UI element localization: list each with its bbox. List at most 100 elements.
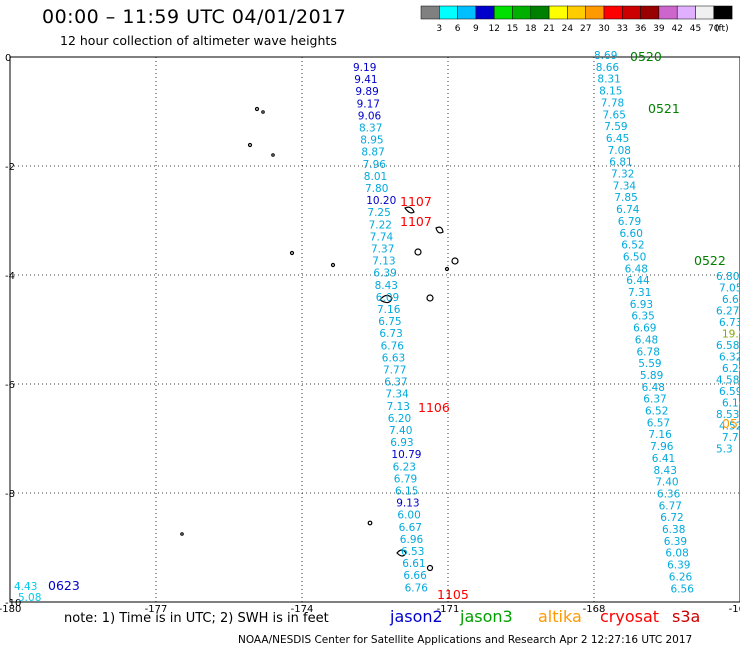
y-tick-label: -10 <box>5 598 21 609</box>
swh-value: 8.01 <box>364 171 387 183</box>
axis-ticks: -180 -177 -174 -171 -168 -165 0 -2 -4 -6 -8 -10 <box>0 53 740 615</box>
swh-value: 6.61 <box>402 558 425 570</box>
swh-value: 6.74 <box>616 204 640 216</box>
scale-label: 70 <box>708 24 720 34</box>
scale-swatch <box>493 5 513 20</box>
swh-value: 6.39 <box>373 268 396 280</box>
scale-label: 18 <box>525 24 537 34</box>
swh-value: 9.41 <box>354 74 377 86</box>
credit-line: NOAA/NESDIS Center for Satellite Applica… <box>238 634 693 646</box>
y-tick-label: -8 <box>5 489 15 500</box>
swh-value: 8.15 <box>599 86 622 98</box>
swh-value: 7.77 <box>383 365 406 377</box>
swh-value: 6.48 <box>635 334 658 346</box>
swh-value: 9.13 <box>396 498 419 510</box>
swh-value: 7.13 <box>372 256 395 268</box>
swh-value: 9.89 <box>355 86 378 98</box>
color-scale: 3 6 9 12 15 18 21 24 27 30 33 36 39 42 45 70(ft) <box>420 5 733 34</box>
swh-value: 9.06 <box>358 110 382 122</box>
swh-value: 6.59 <box>719 386 740 398</box>
x-tick-label: -177 <box>145 604 168 615</box>
scale-swatch <box>475 5 495 20</box>
pass-id-label: 1106 <box>418 400 450 415</box>
swh-value: 6.93 <box>630 299 653 311</box>
swh-value: 9.19 <box>353 62 376 74</box>
swh-value: 6.48 <box>642 382 665 394</box>
swh-value: 6.15 <box>395 486 418 498</box>
swh-value: 7.22 <box>369 219 392 231</box>
scale-label: 36 <box>635 24 647 34</box>
swh-value: 6.57 <box>647 417 670 429</box>
swh-value: 6.52 <box>621 240 644 252</box>
swh-value: 6.77 <box>659 500 682 512</box>
swh-value: 8.43 <box>654 465 677 477</box>
page-title: 00:00 – 11:59 UTC 04/01/2017 <box>42 6 347 28</box>
x-tick-label: -180 <box>0 604 21 615</box>
legend-altika: altika <box>538 607 582 626</box>
swh-value: 7.34 <box>385 389 409 401</box>
swh-value: 6.50 <box>623 251 646 263</box>
swh-value: 6.69 <box>633 323 656 335</box>
swh-value: 7.05 <box>719 283 740 295</box>
swh-value: 6.27 <box>716 306 739 318</box>
swh-value: 8.66 <box>596 62 620 74</box>
swh-value: 6.96 <box>400 534 424 546</box>
swh-value: 10.79 <box>391 449 421 461</box>
swh-value: 6.23 <box>393 461 416 473</box>
x-tick-label: -174 <box>291 604 314 615</box>
swh-value: 19.96 <box>722 329 740 341</box>
swh-value: 4.43 <box>14 581 37 593</box>
scale-swatch <box>713 5 733 20</box>
scale-label: 12 <box>488 24 499 34</box>
swh-value: 6.37 <box>384 377 407 389</box>
swh-value: 6.39 <box>667 560 690 572</box>
y-tick-label: 0 <box>5 53 11 64</box>
pass-id-label: 1107 <box>400 214 432 229</box>
swh-value: 7.40 <box>389 425 412 437</box>
swh-value: 6.72 <box>660 512 683 524</box>
scale-swatch <box>585 5 605 20</box>
scale-swatch <box>567 5 586 20</box>
scale-label: 33 <box>617 24 628 34</box>
scale-swatch <box>512 5 532 20</box>
swh-value: 7.13 <box>387 401 410 413</box>
swh-value: 6.39 <box>664 536 687 548</box>
map-frame <box>9 56 740 603</box>
graticule <box>10 57 740 602</box>
swh-value: 6.14 <box>722 398 740 410</box>
swh-value: 5.08 <box>18 592 41 604</box>
swh-value: 8.37 <box>359 123 382 135</box>
x-tick-label: -168 <box>583 604 606 615</box>
swh-value: 5.89 <box>640 370 663 382</box>
swh-value: 7.32 <box>611 169 634 181</box>
swh-value: 6.75 <box>378 316 401 328</box>
swh-value: 8.31 <box>597 74 620 86</box>
swh-value: 7.08 <box>608 145 631 157</box>
pass-id-label: 0521 <box>648 101 680 116</box>
swh-value: 6.81 <box>609 157 632 169</box>
swh-value: 8.43 <box>375 280 398 292</box>
swh-value: 8.87 <box>361 147 384 159</box>
units-note: note: 1) Time is in UTC; 2) SWH is in fe… <box>64 611 329 626</box>
swh-value: 8.95 <box>360 135 383 147</box>
scale-label: (ft) <box>715 24 729 34</box>
scale-swatch <box>622 5 641 20</box>
swh-value: 6.08 <box>665 548 688 560</box>
swh-value: 6.76 <box>381 340 405 352</box>
swh-value: 7.31 <box>628 287 651 299</box>
swh-value: 10.20 <box>366 195 396 207</box>
swh-value: 4.52 <box>719 421 740 433</box>
swh-value: 6.41 <box>652 453 675 465</box>
scale-label: 24 <box>562 24 574 34</box>
swh-value: 6.58 <box>716 340 739 352</box>
scale-label: 15 <box>507 24 518 34</box>
scale-swatch <box>530 5 550 20</box>
swh-value: 6.37 <box>643 394 666 406</box>
pass-id-label: 0623 <box>48 578 80 593</box>
swh-value: 7.80 <box>365 183 388 195</box>
pass-id-label: 0522 <box>694 253 726 268</box>
swh-value: 6.26 <box>669 571 693 583</box>
swh-value: 6.00 <box>397 510 420 522</box>
island-outlines <box>180 106 459 572</box>
